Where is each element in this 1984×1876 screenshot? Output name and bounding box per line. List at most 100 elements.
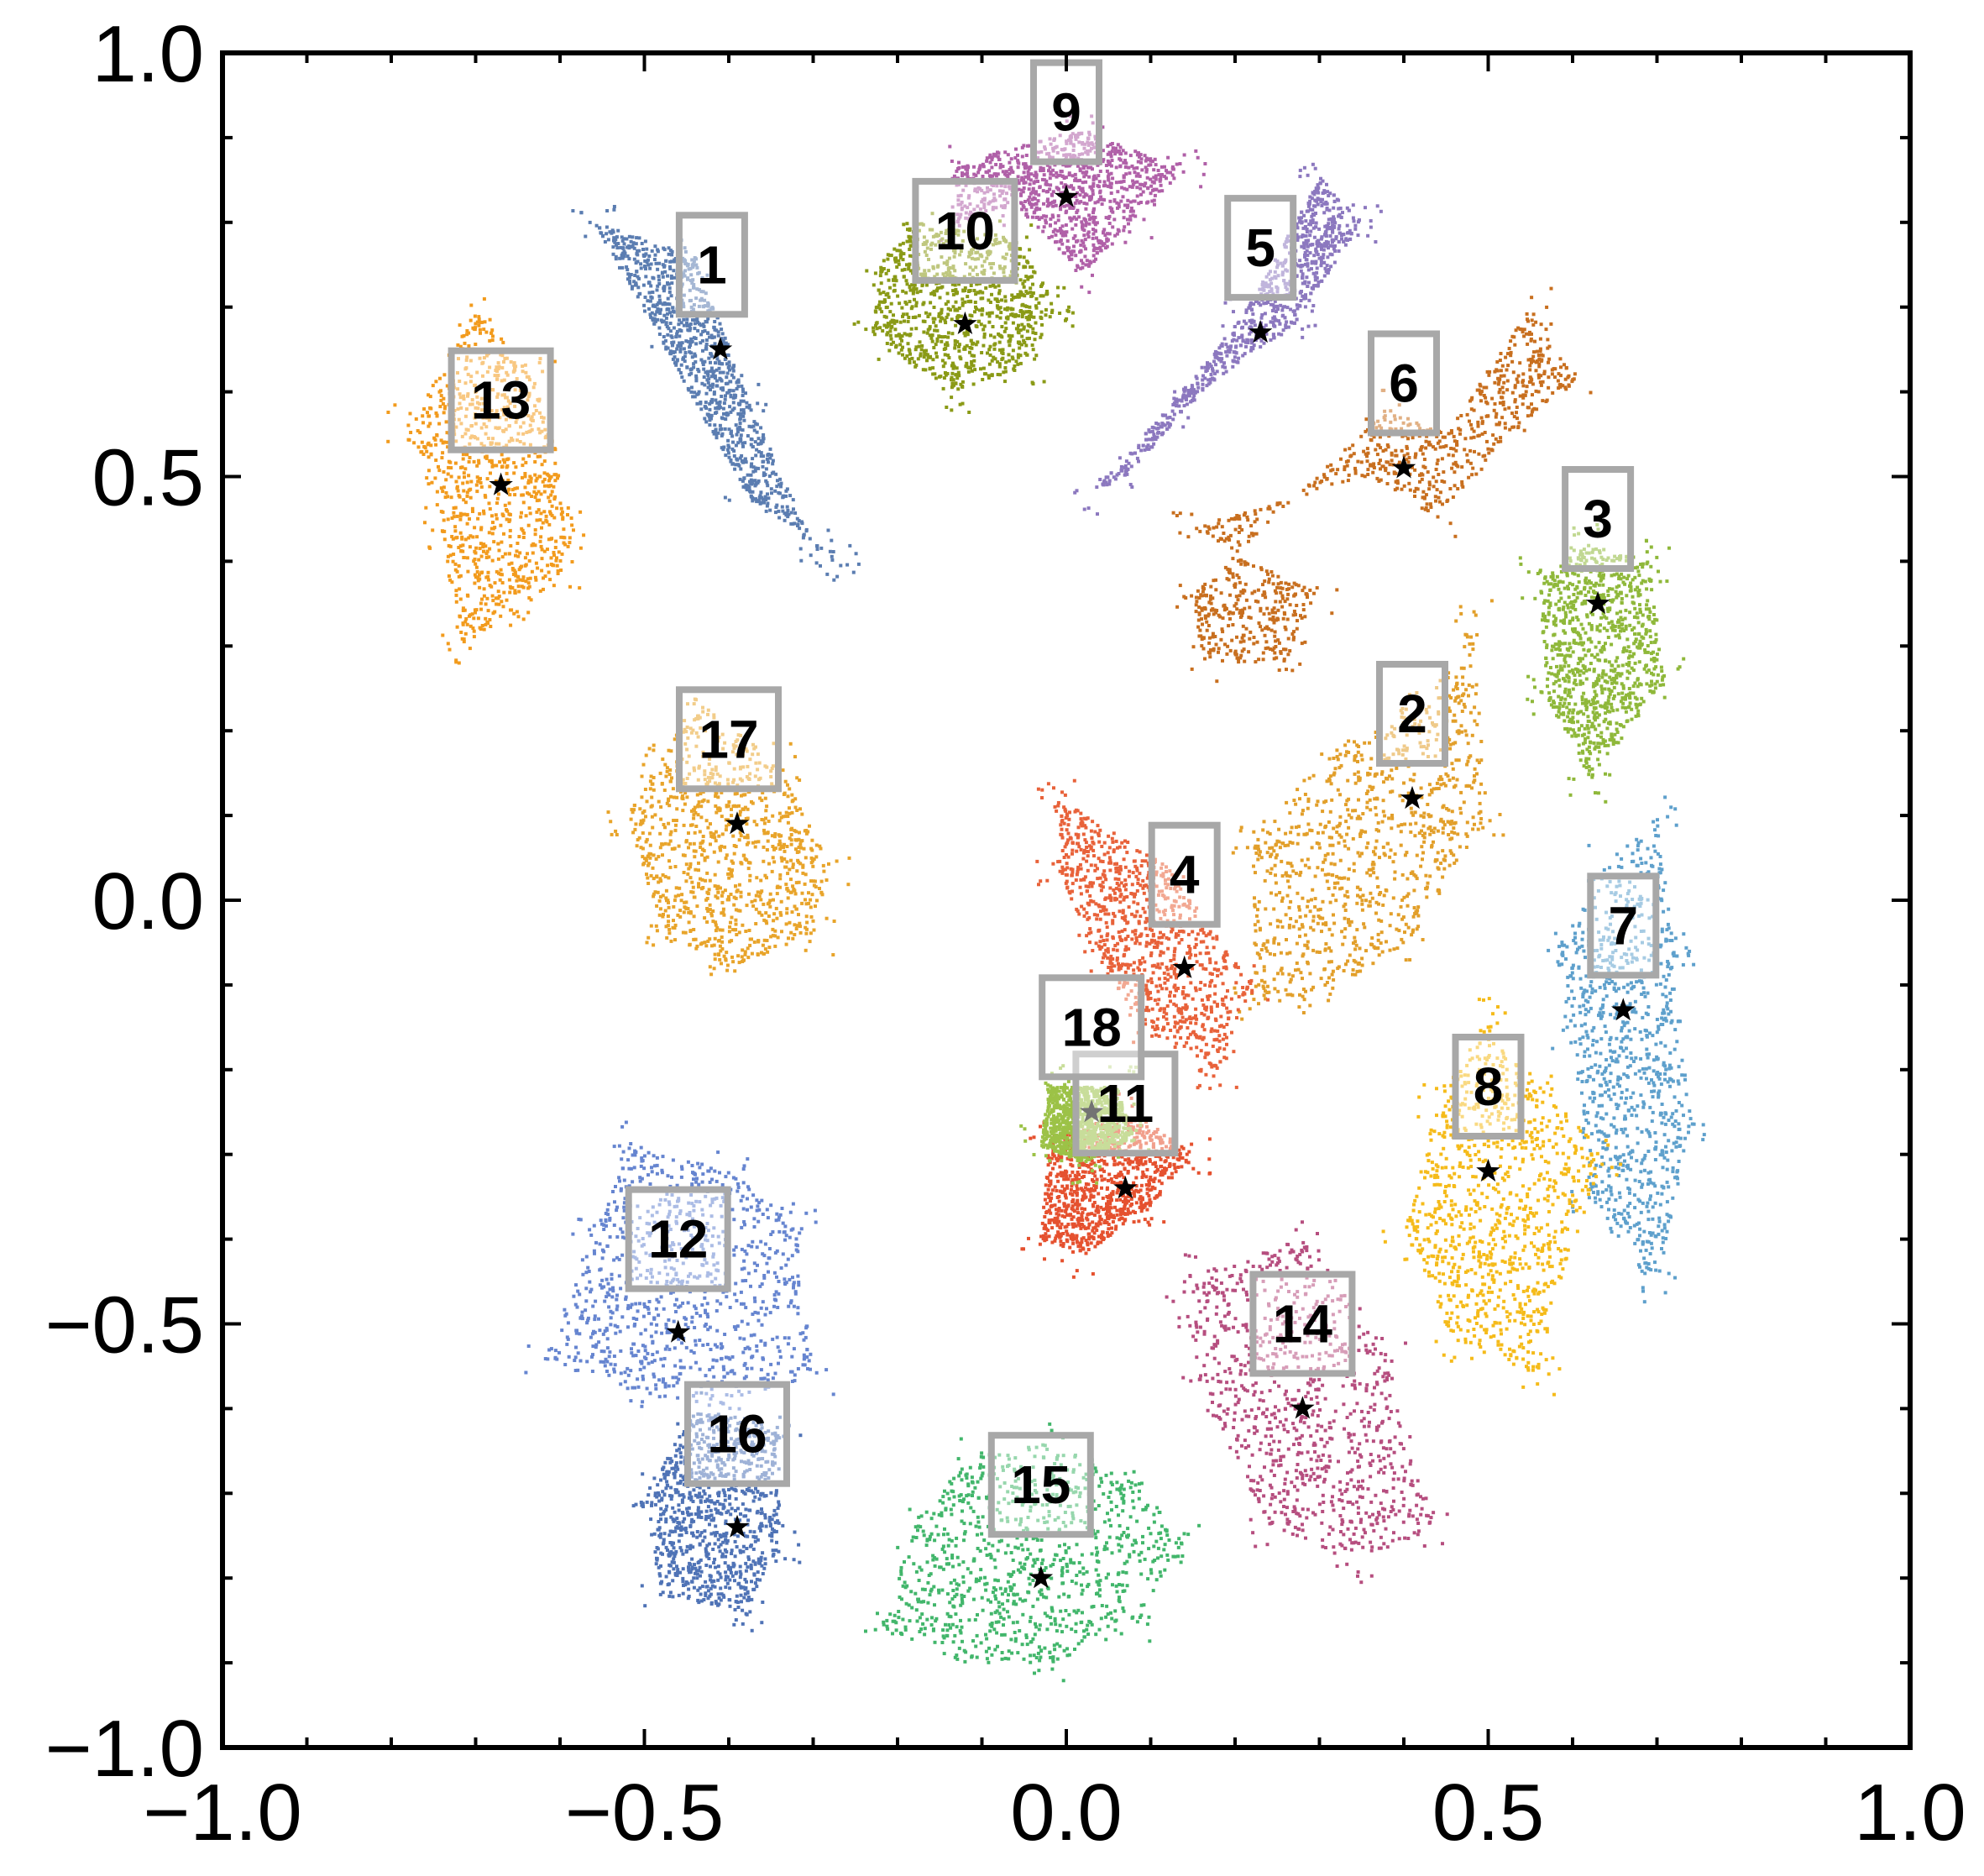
data-point <box>1284 258 1288 262</box>
data-point <box>1340 876 1344 880</box>
data-point <box>657 310 662 314</box>
data-point <box>1134 874 1139 878</box>
data-point <box>1074 878 1078 882</box>
data-point <box>1395 486 1400 490</box>
data-point <box>1056 801 1060 804</box>
data-point <box>1625 637 1630 642</box>
data-point <box>1317 186 1321 190</box>
data-point <box>1587 621 1591 626</box>
data-point <box>1430 789 1433 792</box>
data-point <box>1172 899 1176 903</box>
data-point <box>1653 640 1657 644</box>
data-point <box>1623 616 1627 621</box>
data-point <box>1264 301 1268 305</box>
data-point <box>1473 778 1477 783</box>
data-point <box>1303 793 1307 796</box>
data-point <box>1310 309 1314 313</box>
data-point <box>1374 900 1379 904</box>
data-point <box>1288 951 1292 955</box>
data-point <box>1233 325 1237 328</box>
data-point <box>1237 660 1241 664</box>
data-point <box>1075 872 1079 877</box>
data-point <box>1662 673 1666 678</box>
data-point <box>1305 228 1309 232</box>
data-point <box>1619 700 1623 704</box>
data-point <box>1376 885 1380 888</box>
data-point <box>741 441 745 445</box>
data-point <box>1317 256 1322 260</box>
data-point <box>720 362 724 366</box>
data-point <box>1569 694 1573 699</box>
data-point <box>1303 242 1307 246</box>
data-point <box>1370 788 1374 791</box>
data-point <box>1290 585 1295 590</box>
data-point <box>1274 873 1277 878</box>
data-point <box>1634 566 1637 570</box>
data-point <box>1088 893 1092 898</box>
data-point <box>727 445 731 449</box>
data-point <box>1280 264 1285 268</box>
data-point <box>594 223 599 228</box>
data-point <box>1475 722 1479 726</box>
data-point <box>759 500 763 505</box>
data-point <box>1108 961 1112 965</box>
data-point <box>1172 412 1176 417</box>
data-point <box>1186 974 1191 978</box>
data-point <box>1282 260 1286 265</box>
data-point <box>1306 797 1311 801</box>
data-point <box>1582 600 1586 604</box>
data-point <box>1280 273 1285 277</box>
data-point <box>1247 306 1251 310</box>
data-point <box>1124 945 1128 949</box>
data-point <box>1269 338 1273 342</box>
data-point <box>1306 324 1311 328</box>
data-point <box>1150 425 1154 429</box>
data-point <box>1421 851 1425 855</box>
data-point <box>1353 809 1358 813</box>
data-point <box>1269 320 1273 324</box>
data-point <box>779 485 783 489</box>
data-point <box>1440 778 1444 782</box>
data-point <box>1213 992 1217 996</box>
data-point <box>1323 230 1327 234</box>
data-point <box>1346 231 1350 235</box>
data-point <box>716 333 720 338</box>
data-point <box>1259 303 1263 307</box>
data-point <box>709 307 714 311</box>
data-point <box>1207 641 1212 645</box>
data-point <box>1568 642 1572 646</box>
data-point <box>1191 930 1195 934</box>
data-point <box>689 351 694 355</box>
data-point <box>1624 608 1628 612</box>
data-point <box>1581 681 1585 685</box>
data-point <box>1232 350 1236 354</box>
data-point <box>1608 721 1612 725</box>
data-point <box>1165 1004 1170 1008</box>
data-point <box>1636 645 1640 649</box>
data-point <box>1180 396 1185 400</box>
data-point <box>1135 849 1139 853</box>
data-point <box>1541 618 1544 622</box>
data-point <box>681 357 685 361</box>
data-point <box>1349 815 1353 820</box>
data-point <box>1147 447 1151 451</box>
data-point <box>1036 787 1040 791</box>
data-point <box>1208 980 1212 984</box>
data-point <box>1160 866 1164 870</box>
data-point <box>1607 660 1611 664</box>
data-point <box>1603 615 1607 619</box>
data-point <box>766 453 770 458</box>
data-point <box>1153 939 1157 943</box>
data-point <box>1617 633 1621 637</box>
data-point <box>1356 893 1360 898</box>
data-point <box>756 466 761 470</box>
data-point <box>1217 351 1222 355</box>
data-point <box>1084 850 1088 853</box>
data-point <box>1655 555 1659 559</box>
data-point <box>1571 616 1575 621</box>
data-point <box>1254 871 1257 875</box>
data-point <box>1571 605 1575 610</box>
data-point <box>1415 421 1419 425</box>
data-point <box>1132 1040 1136 1045</box>
data-point <box>1154 438 1158 441</box>
